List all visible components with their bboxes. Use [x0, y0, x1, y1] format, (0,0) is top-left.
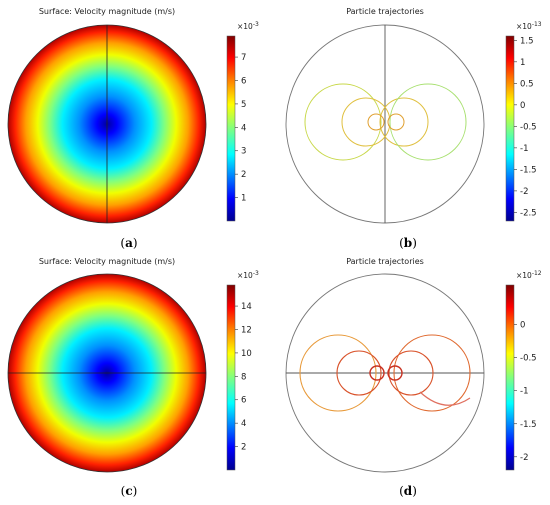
colorbar-c-tick-label: 10 [241, 349, 252, 359]
colorbar-d-exponent: ×10-12 [516, 270, 542, 280]
colorbar-c-tick-label: 8 [241, 372, 246, 382]
trajectory-b-5 [367, 113, 385, 131]
colorbar-b-exponent: ×10-13 [516, 21, 542, 31]
colorbar-c [226, 284, 236, 471]
colorbar-d-tick-label: -1.5 [520, 420, 537, 430]
colorbar-c-tick-label: 4 [241, 419, 246, 429]
caption-c: (c) [121, 484, 138, 498]
colorbar-d-tick-label: 0 [520, 321, 525, 331]
panel-a-title: Surface: Velocity magnitude (m/s) [39, 7, 175, 16]
panel-d: Particle trajectories ×10-12 0 -0.5 -1 -1.5… [285, 257, 542, 498]
colorbar-b-ticks: 1.5 1 0.5 0 -0.5 -1 -1.5 -2 -2.5 [514, 36, 537, 218]
trajectory-d-6 [387, 365, 403, 381]
colorbar-d-tick-label: -2 [520, 453, 528, 463]
trajectory-d-2 [393, 334, 471, 412]
colorbar-c-exponent: ×10-3 [237, 270, 259, 280]
colorbar-b [505, 35, 515, 222]
colorbar-d [505, 284, 515, 471]
colorbar-c-tick-label: 12 [241, 325, 252, 335]
colorbar-c-tick-label: 2 [241, 443, 246, 453]
trajectory-b-3 [379, 97, 429, 147]
colorbar-c-tick-label: 14 [241, 302, 252, 312]
colorbar-c-tick-label: 6 [241, 396, 246, 406]
colorbar-a-tick-label: 2 [241, 170, 246, 180]
colorbar-b-tick-label: 1.5 [520, 36, 534, 46]
colorbar-a-exponent: ×10-3 [237, 21, 259, 31]
trajectory-d-1 [299, 334, 377, 412]
colorbar-a-ticks: 1 2 3 4 5 6 7 [235, 53, 246, 204]
colorbar-b-tick-label: -1 [520, 144, 528, 154]
colorbar-b-tick-label: 1 [520, 58, 525, 68]
colorbar-d-ticks: 0 -0.5 -1 -1.5 -2 [514, 321, 537, 463]
caption-b: (b) [399, 236, 417, 250]
colorbar-a-tick-label: 7 [241, 53, 246, 63]
colorbar-a-tick-label: 5 [241, 100, 246, 110]
colorbar-b-tick-label: -2 [520, 187, 528, 197]
trajectory-b-1 [304, 83, 382, 161]
colorbar-b-tick-label: -1.5 [520, 165, 537, 175]
colorbar-a-tick-label: 6 [241, 76, 246, 86]
colorbar-a-tick-label: 3 [241, 147, 246, 157]
colorbar-b-tick-label: -2.5 [520, 208, 537, 218]
caption-d: (d) [399, 484, 417, 498]
colorbar-a [226, 35, 236, 222]
colorbar-b-tick-label: 0 [520, 101, 525, 111]
panel-b: Particle trajectories ×10-13 1.5 1 0.5 0 -0.… [285, 7, 542, 250]
colorbar-b-tick-label: -0.5 [520, 122, 537, 132]
colorbar-c-ticks: 14 12 10 8 6 4 2 [235, 302, 252, 453]
colorbar-a-tick-label: 4 [241, 123, 246, 133]
colorbar-a-tick-label: 1 [241, 194, 246, 204]
trajectory-d-5 [369, 365, 385, 381]
caption-a: (a) [120, 236, 137, 250]
panel-b-title: Particle trajectories [346, 7, 424, 16]
colorbar-d-tick-label: -1 [520, 387, 528, 397]
trajectory-b-4 [389, 83, 467, 161]
trajectories-d [299, 334, 471, 412]
trajectory-d-3 [336, 350, 382, 396]
panel-d-title: Particle trajectories [346, 257, 424, 266]
trajectories-b [304, 83, 467, 161]
colorbar-b-tick-label: 0.5 [520, 79, 534, 89]
panel-c: Surface: Velocity magnitude (m/s) ×10-3 … [7, 257, 259, 498]
trajectory-d-4 [388, 350, 434, 396]
panel-a: Surface: Velocity magnitude (m/s) ×10-3 … [7, 7, 259, 250]
colorbar-d-tick-label: -0.5 [520, 354, 537, 364]
panel-c-title: Surface: Velocity magnitude (m/s) [39, 257, 175, 266]
trajectory-d-7 [419, 391, 471, 406]
trajectory-b-6 [387, 113, 405, 131]
